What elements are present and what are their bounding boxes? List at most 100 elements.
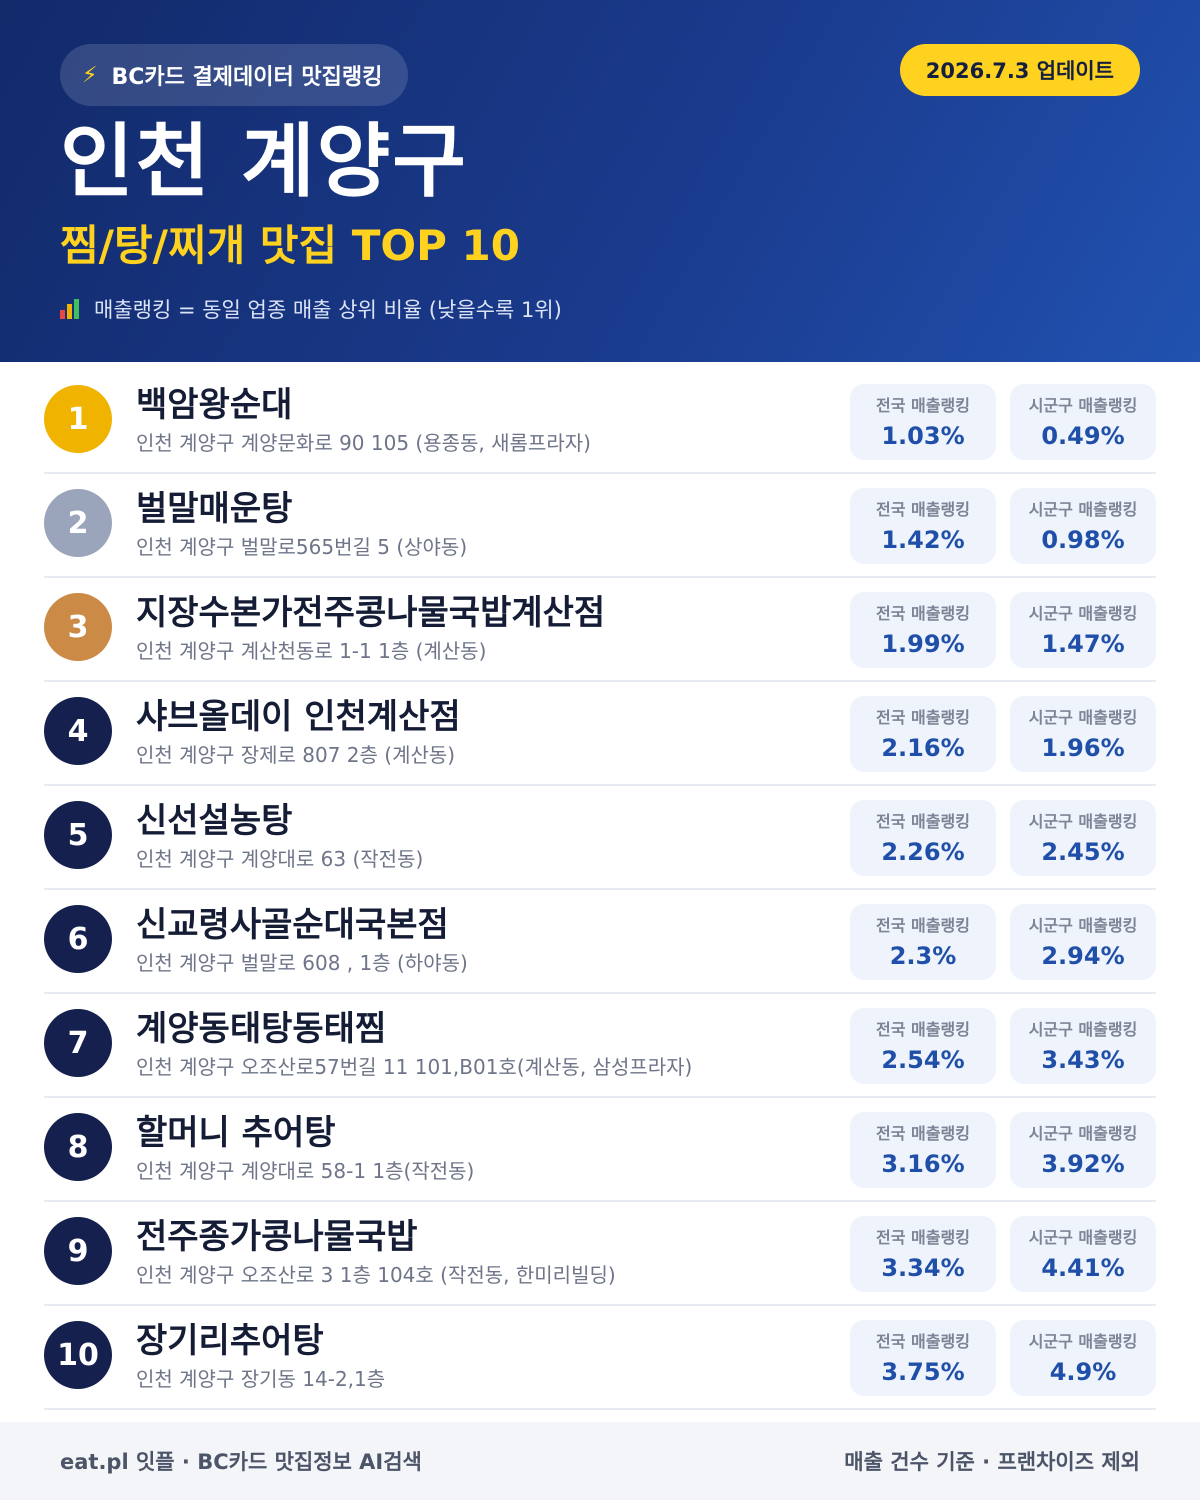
local-ranking-value: 1.96% — [1041, 734, 1125, 762]
national-ranking-label: 전국 매출랭킹 — [876, 916, 970, 935]
local-ranking-card: 시군구 매출랭킹 1.47% — [1010, 592, 1156, 668]
footer: eat.pl 잇플 · BC카드 맛집정보 AI검색 매출 건수 기준 · 프랜… — [0, 1422, 1200, 1500]
restaurant-name: 신교령사골순대국본점 — [136, 905, 449, 945]
local-ranking-card: 시군구 매출랭킹 1.96% — [1010, 696, 1156, 772]
local-ranking-value: 0.98% — [1041, 526, 1125, 554]
local-ranking-card: 시군구 매출랭킹 3.92% — [1010, 1112, 1156, 1188]
local-ranking-card: 시군구 매출랭킹 0.49% — [1010, 384, 1156, 460]
local-ranking-value: 1.47% — [1041, 630, 1125, 658]
national-ranking-value: 3.16% — [881, 1150, 965, 1178]
national-ranking-value: 1.99% — [881, 630, 965, 658]
national-ranking-value: 3.34% — [881, 1254, 965, 1282]
restaurant-name: 백암왕순대 — [136, 385, 293, 425]
update-date-badge: 2026.7.3 업데이트 — [899, 44, 1140, 96]
restaurant-address: 인천 계양구 계산천동로 1-1 1층 (계산동) — [136, 639, 487, 663]
rank-badge: 8 — [44, 1113, 112, 1181]
restaurant-address: 인천 계양구 계양대로 58-1 1층(작전동) — [136, 1159, 475, 1183]
local-ranking-card: 시군구 매출랭킹 3.43% — [1010, 1008, 1156, 1084]
national-ranking-card: 전국 매출랭킹 1.42% — [850, 488, 996, 564]
national-ranking-label: 전국 매출랭킹 — [876, 1124, 970, 1143]
local-ranking-card: 시군구 매출랭킹 4.9% — [1010, 1320, 1156, 1396]
rank-badge: 2 — [44, 489, 112, 557]
local-ranking-value: 3.92% — [1041, 1150, 1125, 1178]
rank-badge: 5 — [44, 801, 112, 869]
list-item[interactable]: 3 지장수본가전주콩나물국밥계산점 인천 계양구 계산천동로 1-1 1층 (계산동… — [44, 578, 1156, 682]
rank-badge: 7 — [44, 1009, 112, 1077]
local-ranking-value: 2.45% — [1041, 838, 1125, 866]
restaurant-address: 인천 계양구 벌말로 608 , 1층 (하야동) — [136, 951, 468, 975]
local-ranking-value: 4.41% — [1041, 1254, 1125, 1282]
local-ranking-label: 시군구 매출랭킹 — [1028, 604, 1138, 623]
restaurant-name: 계양동태탕동태찜 — [136, 1009, 387, 1049]
national-ranking-value: 1.03% — [881, 422, 965, 450]
national-ranking-card: 전국 매출랭킹 1.03% — [850, 384, 996, 460]
national-ranking-card: 전국 매출랭킹 2.3% — [850, 904, 996, 980]
local-ranking-value: 0.49% — [1041, 422, 1125, 450]
page-title: 인천 계양구 — [60, 115, 468, 208]
lightning-icon: ⚡ — [82, 62, 98, 88]
restaurant-address: 인천 계양구 계양대로 63 (작전동) — [136, 847, 424, 871]
national-ranking-value: 2.26% — [881, 838, 965, 866]
national-ranking-value: 1.42% — [881, 526, 965, 554]
local-ranking-card: 시군구 매출랭킹 2.94% — [1010, 904, 1156, 980]
local-ranking-value: 3.43% — [1041, 1046, 1125, 1074]
national-ranking-label: 전국 매출랭킹 — [876, 812, 970, 831]
restaurant-name: 전주종가콩나물국밥 — [136, 1217, 418, 1257]
rank-badge: 6 — [44, 905, 112, 973]
ranking-note: 매출랭킹 = 동일 업종 매출 상위 비율 (낮을수록 1위) — [60, 294, 562, 324]
local-ranking-label: 시군구 매출랭킹 — [1028, 916, 1138, 935]
national-ranking-label: 전국 매출랭킹 — [876, 1228, 970, 1247]
restaurant-name: 장기리추어탕 — [136, 1321, 324, 1361]
rank-badge: 3 — [44, 593, 112, 661]
restaurant-name: 샤브올데이 인천계산점 — [136, 697, 461, 737]
restaurant-address: 인천 계양구 장제로 807 2층 (계산동) — [136, 743, 456, 767]
local-ranking-label: 시군구 매출랭킹 — [1028, 396, 1138, 415]
page-subtitle: 찜/탕/찌개 맛집 TOP 10 — [60, 221, 520, 270]
local-ranking-value: 2.94% — [1041, 942, 1125, 970]
header-banner: ⚡ BC카드 결제데이터 맛집랭킹 2026.7.3 업데이트 인천 계양구 찜… — [0, 0, 1200, 362]
national-ranking-value: 2.3% — [889, 942, 957, 970]
local-ranking-label: 시군구 매출랭킹 — [1028, 1332, 1138, 1351]
restaurant-name: 신선설농탕 — [136, 801, 293, 841]
national-ranking-card: 전국 매출랭킹 1.99% — [850, 592, 996, 668]
national-ranking-card: 전국 매출랭킹 3.75% — [850, 1320, 996, 1396]
restaurant-name: 벌말매운탕 — [136, 489, 293, 529]
local-ranking-label: 시군구 매출랭킹 — [1028, 812, 1138, 831]
national-ranking-value: 3.75% — [881, 1358, 965, 1386]
national-ranking-label: 전국 매출랭킹 — [876, 604, 970, 623]
restaurant-address: 인천 계양구 벌말로565번길 5 (상야동) — [136, 535, 468, 559]
restaurant-name: 할머니 추어탕 — [136, 1113, 336, 1153]
rank-badge: 1 — [44, 385, 112, 453]
footer-criteria: 매출 건수 기준 · 프랜차이즈 제외 — [844, 1450, 1140, 1474]
source-badge-label: BC카드 결제데이터 맛집랭킹 — [111, 65, 383, 90]
local-ranking-card: 시군구 매출랭킹 0.98% — [1010, 488, 1156, 564]
local-ranking-label: 시군구 매출랭킹 — [1028, 1020, 1138, 1039]
restaurant-address: 인천 계양구 계양문화로 90 105 (용종동, 새롬프라자) — [136, 431, 591, 455]
national-ranking-card: 전국 매출랭킹 3.16% — [850, 1112, 996, 1188]
restaurant-address: 인천 계양구 장기동 14-2,1층 — [136, 1367, 386, 1391]
national-ranking-card: 전국 매출랭킹 2.54% — [850, 1008, 996, 1084]
rank-badge: 10 — [44, 1321, 112, 1389]
national-ranking-card: 전국 매출랭킹 2.16% — [850, 696, 996, 772]
rank-badge: 9 — [44, 1217, 112, 1285]
national-ranking-value: 2.54% — [881, 1046, 965, 1074]
local-ranking-label: 시군구 매출랭킹 — [1028, 1228, 1138, 1247]
restaurant-address: 인천 계양구 오조산로57번길 11 101,B01호(계산동, 삼성프라자) — [136, 1055, 693, 1079]
national-ranking-label: 전국 매출랭킹 — [876, 1332, 970, 1351]
restaurant-address: 인천 계양구 오조산로 3 1층 104호 (작전동, 한미리빌딩) — [136, 1263, 616, 1287]
bar-chart-icon — [60, 299, 82, 319]
ranking-note-text: 매출랭킹 = 동일 업종 매출 상위 비율 (낮을수록 1위) — [94, 298, 562, 322]
source-badge: ⚡ BC카드 결제데이터 맛집랭킹 — [60, 44, 409, 106]
local-ranking-card: 시군구 매출랭킹 2.45% — [1010, 800, 1156, 876]
rank-badge: 4 — [44, 697, 112, 765]
